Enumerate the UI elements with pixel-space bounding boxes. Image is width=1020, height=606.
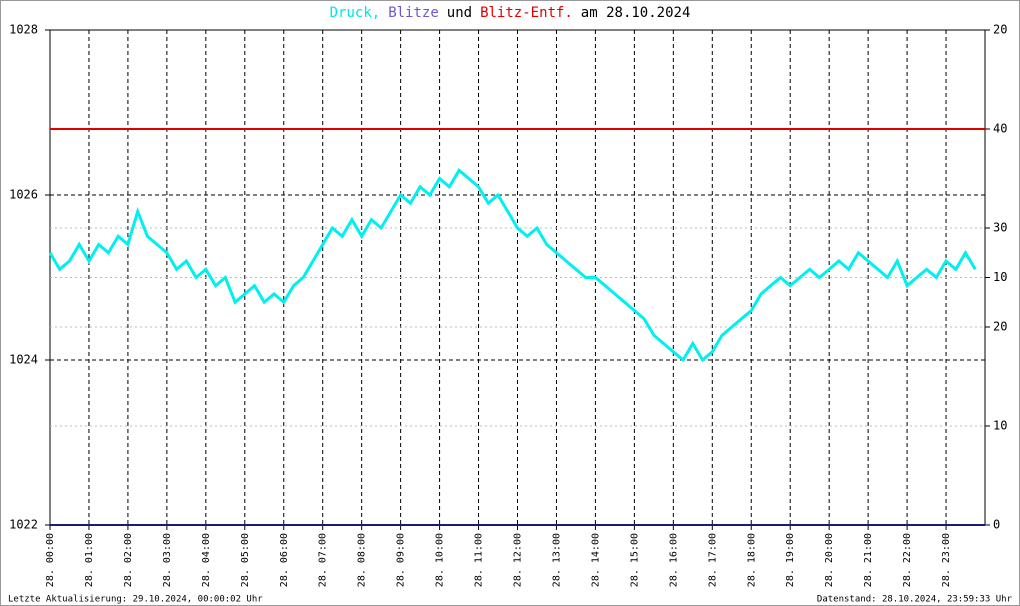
x-tick-label: 28. 06:00 xyxy=(279,533,290,587)
y2-tick-label: 40 xyxy=(993,122,1007,136)
line-series xyxy=(48,168,977,363)
title-part: Blitz-Entf. xyxy=(480,5,573,21)
x-tick-label: 28. 10:00 xyxy=(435,533,446,587)
y2-tick-label: 30 xyxy=(993,221,1007,235)
x-tick-label: 28. 13:00 xyxy=(551,533,562,587)
title-part: Druck, xyxy=(330,5,381,21)
x-tick-label: 28. 07:00 xyxy=(318,533,329,587)
x-tick-label: 28. 02:00 xyxy=(123,533,134,587)
x-tick-label: 28. 08:00 xyxy=(357,533,368,587)
y2-tick-label: 20 xyxy=(993,23,1007,37)
x-tick-label: 28. 21:00 xyxy=(863,533,874,587)
footer-left: Letzte Aktualisierung: 29.10.2024, 00:00… xyxy=(8,595,263,605)
y2-tick-label: 10 xyxy=(993,419,1007,433)
x-tick-label: 28. 15:00 xyxy=(629,533,640,587)
x-tick-label: 28. 18:00 xyxy=(746,533,757,587)
x-tick-label: 28. 22:00 xyxy=(902,533,913,587)
title-part: am 28.10.2024 xyxy=(581,5,691,21)
y-tick-label: 1028 xyxy=(9,23,38,37)
x-tick-label: 28. 11:00 xyxy=(474,533,485,587)
x-tick-label: 28. 12:00 xyxy=(513,533,524,587)
x-tick-label: 28. 00:00 xyxy=(45,533,56,587)
title-part: und xyxy=(447,5,472,21)
x-tick-label: 28. 19:00 xyxy=(785,533,796,587)
y-tick-label: 1026 xyxy=(9,188,38,202)
y-tick-label: 1024 xyxy=(9,353,38,367)
x-tick-label: 28. 14:00 xyxy=(590,533,601,587)
title-part: Blitze xyxy=(388,5,439,21)
y2-tick-label: 0 xyxy=(993,518,1000,532)
x-tick-label: 28. 01:00 xyxy=(84,533,95,587)
y-tick-label: 1022 xyxy=(9,518,38,532)
x-tick-label: 28. 16:00 xyxy=(668,533,679,587)
x-tick-label: 28. 23:00 xyxy=(941,533,952,587)
x-tick-label: 28. 17:00 xyxy=(707,533,718,587)
x-tick-label: 28. 04:00 xyxy=(201,533,212,587)
y2-tick-label: 10 xyxy=(993,270,1007,284)
x-tick-label: 28. 03:00 xyxy=(162,533,173,587)
chart-title: Druck, Blitze und Blitz-Entf. am 28.10.2024 xyxy=(330,5,691,21)
y2-tick-label: 20 xyxy=(993,320,1007,334)
footer-right: Datenstand: 28.10.2024, 23:59:33 Uhr xyxy=(817,595,1013,605)
x-tick-label: 28. 09:00 xyxy=(396,533,407,587)
x-tick-label: 28. 20:00 xyxy=(824,533,835,587)
x-tick-label: 28. 05:00 xyxy=(240,533,251,587)
